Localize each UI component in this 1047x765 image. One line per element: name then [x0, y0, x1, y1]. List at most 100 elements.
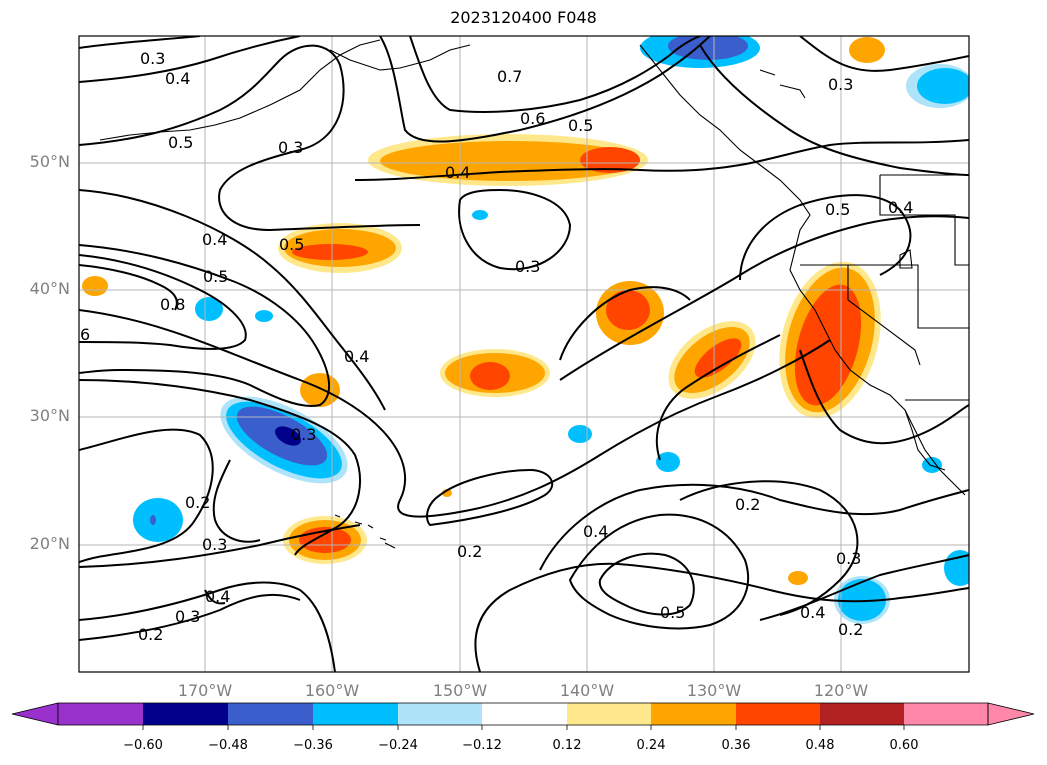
colorbar-tick-label: 0.24 — [636, 738, 666, 753]
contour-label: 0.4 — [165, 69, 190, 88]
contour-03-loop — [79, 44, 421, 232]
map-frame — [78, 35, 970, 673]
colorbar-cell-11 — [904, 703, 988, 725]
contour-05-ne — [739, 194, 912, 281]
colorbar-cell-4 — [313, 703, 398, 725]
lon-label-130w: 130°W — [686, 681, 742, 700]
contour-05-ring — [598, 552, 695, 616]
shade-neg-se-edge — [944, 550, 969, 586]
colorbar-tick-label: −0.60 — [123, 738, 163, 753]
shade-neg-west-core — [150, 515, 156, 525]
colorbar-tick-label: −0.48 — [208, 738, 248, 753]
colorbar-ticks — [142, 725, 905, 730]
colorbar-cell-5 — [398, 703, 482, 725]
shade-neg-small-2 — [255, 310, 273, 322]
colorbar-tick-label: 0.48 — [805, 738, 835, 753]
colorbar-tick-label: 0.36 — [721, 738, 751, 753]
contour-label: 0.3 — [836, 549, 861, 568]
shade-neg-small-1 — [195, 297, 223, 321]
colorbar-tick-label: −0.24 — [378, 738, 418, 753]
contour-label: 0.3 — [175, 607, 200, 626]
colorbar-tick-label: −0.36 — [293, 738, 333, 753]
contour-06-north — [379, 36, 711, 143]
contour-label: 0.5 — [568, 116, 593, 135]
contour-label: 0.2 — [457, 542, 482, 561]
lat-label-30n: 30°N — [29, 406, 70, 425]
shade-north-pacific-orange — [380, 141, 640, 181]
contour-02-south-east — [474, 562, 969, 672]
contour-05-west — [79, 244, 331, 407]
shade-se-red — [694, 338, 742, 378]
contour-label: 0.4 — [800, 603, 825, 622]
colorbar-cell-3 — [228, 703, 313, 725]
contour-04-small — [204, 589, 226, 605]
colorbar-cell-1 — [58, 703, 143, 725]
state-borders-mid — [800, 264, 969, 329]
baja-california — [904, 409, 946, 471]
lat-label-20n: 20°N — [29, 534, 70, 553]
contour-label: 0.4 — [202, 230, 227, 249]
gridlines — [79, 36, 969, 672]
lat-label-50n: 50°N — [29, 152, 70, 171]
shade-sw-orange — [788, 571, 808, 585]
contour-04-north — [354, 139, 969, 181]
colorbar-cell-max-extend — [987, 702, 1035, 726]
colorbar-cell-6 — [482, 703, 567, 725]
contour-label: 0.5 — [660, 603, 685, 622]
shade-east-red — [606, 290, 650, 330]
north-america-west-coast — [639, 44, 966, 496]
contour-label: 0.3 — [202, 535, 227, 554]
shade-central-red — [292, 244, 368, 260]
contour-label: 0.3 — [828, 75, 853, 94]
colorbar-cell-8 — [651, 703, 736, 725]
shade-north-pacific-red — [580, 147, 640, 173]
shade-neg-west — [133, 498, 183, 542]
contour-label: 0.4 — [583, 522, 608, 541]
contour-label: 6 — [80, 325, 90, 344]
contour-04-top — [79, 36, 301, 83]
contour-03-south — [79, 581, 336, 672]
contour-04-mid — [79, 379, 361, 556]
contour-label: 0.6 — [520, 109, 545, 128]
lon-label-170w: 170°W — [177, 681, 233, 700]
contour-03-top — [79, 36, 201, 49]
contour-label: 0.7 — [497, 67, 522, 86]
shade-ne-orange — [849, 37, 885, 63]
contour-03-central — [79, 309, 831, 518]
contour-03-ne-top — [799, 36, 969, 72]
contour-02-east — [539, 483, 969, 571]
contour-label: 0.3 — [140, 49, 165, 68]
contour-04-ring — [568, 513, 750, 630]
contour-03-ne — [699, 44, 969, 176]
lon-label-150w: 150°W — [432, 681, 488, 700]
colorbar-tick-label: −0.12 — [462, 738, 502, 753]
contour-02-south — [79, 593, 301, 641]
contour-06-west — [79, 254, 247, 350]
shade-neg-small-3 — [568, 425, 592, 443]
shade-neg-ne — [917, 68, 969, 104]
contour-04-east — [559, 286, 691, 361]
contour-label: 0.2 — [838, 620, 863, 639]
shade-california-red — [794, 284, 862, 406]
contour-04-se — [655, 334, 781, 461]
contour-label: 0.4 — [344, 347, 369, 366]
shade-neg-small-4 — [656, 452, 680, 472]
lat-label-40n: 40°N — [29, 279, 70, 298]
state-borders-north — [879, 175, 969, 266]
contour-labels: 0.3 0.4 0.5 0.3 0.7 0.6 0.5 0.4 0.3 0.3 … — [80, 49, 913, 644]
contour-label: 0.2 — [735, 495, 760, 514]
colorbar-outline — [57, 702, 989, 726]
nevada-border — [847, 265, 921, 366]
contour-label: 0.3 — [515, 257, 540, 276]
map-title: 2023120400 F048 — [450, 8, 597, 27]
contour-label: 0.4 — [205, 587, 230, 606]
contour-label: 0.2 — [185, 493, 210, 512]
contour-label: 0.5 — [279, 235, 304, 254]
contour-label: 0.5 — [203, 267, 228, 286]
contour-02-west — [79, 428, 214, 563]
contour-05-east — [559, 215, 969, 381]
contour-label: 0.4 — [888, 198, 913, 217]
colorbar-cell-2 — [143, 703, 228, 725]
contour-03-southeast — [679, 480, 859, 616]
